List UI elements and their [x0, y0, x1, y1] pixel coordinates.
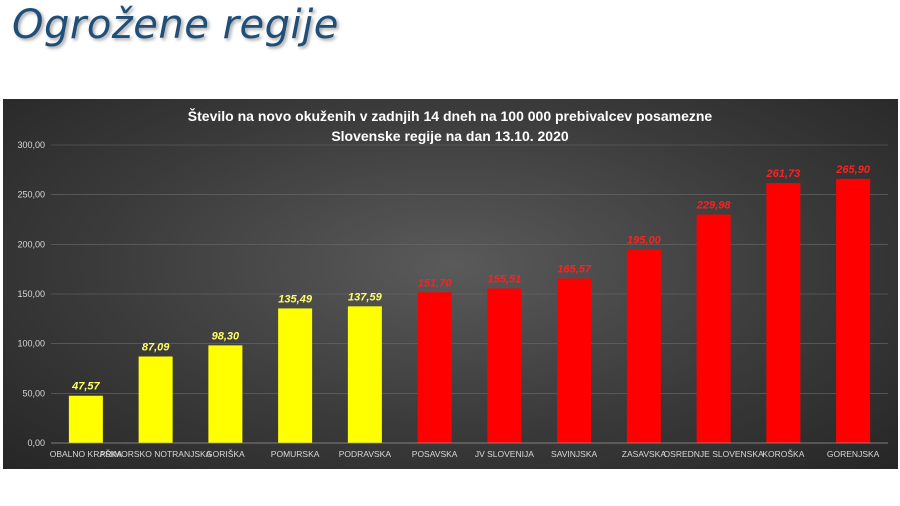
y-tick-label: 50,00 [22, 388, 45, 398]
data-labels: 47,57 87,09 98,30 135,49 137,59 151,70 155,51 1… [71, 164, 871, 393]
x-category-label: SAVINJSKA [551, 449, 597, 459]
x-category-label: KOROŠKA [762, 449, 804, 459]
y-tick-label: 150,00 [17, 289, 45, 299]
slide-title: Ogrožene regije [12, 2, 339, 48]
bar [626, 249, 661, 443]
bar [138, 356, 173, 443]
x-category-label: ZASAVSKA [622, 449, 667, 459]
x-category-label: POSAVSKA [412, 449, 458, 459]
x-category-label: POMURSKA [271, 449, 320, 459]
data-label: 155,51 [488, 274, 522, 286]
chart-title-line-2: Slovenske regije na dan 13.10. 2020 [331, 128, 569, 144]
data-label: 137,59 [348, 291, 383, 303]
data-label: 98,30 [212, 330, 240, 342]
bar [557, 278, 592, 443]
chart-panel: 47,57 87,09 98,30 135,49 137,59 151,70 155,51 1… [3, 99, 898, 469]
data-label: 265,90 [835, 164, 871, 176]
data-label: 195,00 [627, 234, 662, 246]
data-label: 87,09 [142, 341, 170, 353]
bar [696, 214, 731, 443]
y-tick-label: 250,00 [17, 190, 45, 200]
data-label: 151,70 [418, 277, 453, 289]
data-label: 47,57 [71, 381, 100, 393]
gridlines [51, 144, 888, 394]
bars [68, 178, 871, 443]
bar [417, 292, 452, 443]
y-tick-label: 0,00 [27, 438, 45, 448]
x-category-label: PODRAVSKA [339, 449, 392, 459]
bar [208, 345, 243, 443]
x-category-label: PRIMORSKO NOTRANJSKA [100, 449, 212, 459]
bar [766, 183, 801, 443]
x-category-label: GORENJSKA [827, 449, 880, 459]
data-label: 261,73 [766, 168, 801, 180]
bar-chart: 47,57 87,09 98,30 135,49 137,59 151,70 155,51 1… [17, 107, 888, 459]
bar [278, 308, 313, 443]
y-tick-label: 100,00 [17, 339, 45, 349]
y-tick-label: 200,00 [17, 239, 45, 249]
bar [347, 306, 382, 443]
x-category-label: JV SLOVENIJA [475, 449, 534, 459]
axes: 0,00 50,00 100,00 150,00 200,00 250,00 300,00 O… [17, 140, 888, 459]
chart-title-line-1: Število na novo okuženih v zadnjih 14 dn… [188, 107, 713, 124]
bar [836, 178, 871, 443]
bar [68, 395, 103, 443]
data-label: 135,49 [278, 293, 313, 305]
x-category-label: OBALNO KRAŠKA [50, 449, 123, 459]
bar [487, 288, 522, 443]
data-label: 165,57 [557, 264, 592, 276]
data-label: 229,98 [696, 200, 732, 212]
x-category-label: OSREDNJE SLOVENSKA [664, 449, 764, 459]
y-tick-label: 300,00 [17, 140, 45, 150]
x-category-label: GORIŠKA [206, 449, 245, 459]
